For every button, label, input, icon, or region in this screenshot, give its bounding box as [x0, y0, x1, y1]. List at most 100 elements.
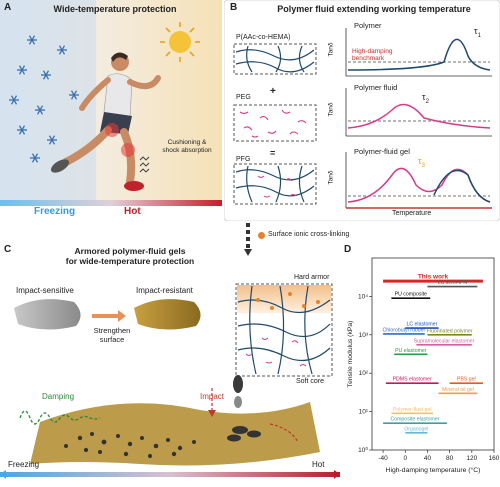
network-box-1 — [233, 43, 317, 75]
plus-sign: + — [270, 86, 276, 97]
crosslink-arrow — [244, 223, 252, 257]
range-label: This work — [418, 274, 449, 281]
material-1-label: P(AAc-co-HEMA) — [236, 34, 291, 41]
range-label: Mineral oil gel — [442, 387, 474, 393]
hard-armor-label: Hard armor — [294, 274, 330, 281]
panel-a-illustration — [0, 0, 222, 206]
material-3-label: PFG — [236, 156, 251, 163]
x-tick-label: 160 — [489, 455, 500, 462]
damping-wave — [19, 410, 101, 425]
panel-b-title: Polymer fluid extending working temperat… — [277, 4, 471, 14]
panel-c-title: Armored polymer-fluid gels for wide-temp… — [40, 246, 220, 266]
panel-c-title-line2: for wide-temperature protection — [65, 256, 195, 266]
panel-b: B Polymer fluid extending working temper… — [223, 0, 500, 222]
range-label: Chlorobutyl rubber — [383, 327, 426, 333]
vibration-icon — [139, 156, 150, 173]
tau1-sub: 1 — [477, 32, 481, 39]
range-label: PDMS elastomer — [393, 377, 432, 383]
benchmark-line1: High-damping — [352, 48, 393, 55]
polymer-curve — [347, 38, 491, 71]
material-2-label: PEG — [236, 94, 251, 101]
runner-figure — [50, 52, 161, 191]
tau2-symbol: τ — [422, 92, 426, 102]
plot-frame — [371, 257, 495, 451]
tau2-sub: 2 — [425, 98, 429, 105]
gold-pad — [134, 299, 201, 330]
range-label: PBS gel — [457, 377, 476, 383]
x-tick-label: 40 — [424, 455, 432, 462]
x-axis-label: High-damping temperature (°C) — [386, 466, 481, 474]
temperature-bar — [0, 200, 222, 206]
hot-label-a: Hot — [124, 206, 141, 217]
panel-d: D -40 0 40 80 120 160 10⁰ 10¹ 10² 10³ 10⁴ High-damp… — [344, 242, 500, 487]
soft-core-label: Soft core — [296, 378, 325, 385]
y-tick-label: 10⁴ — [358, 293, 368, 300]
range-label: Composite elastomer — [390, 417, 439, 423]
row3-title: Polymer-fluid gel — [354, 147, 410, 156]
range-label: Supramolecular elastomer — [414, 338, 475, 344]
temperature-axis-label: Temperature — [392, 210, 432, 217]
network-box-2 — [233, 104, 317, 142]
strengthen-label: Strengthen surface — [88, 326, 136, 344]
crosslink-dot — [258, 232, 265, 239]
impact-label: Impact — [200, 392, 225, 401]
snowflake-icons — [9, 35, 79, 163]
panel-b-label: B — [230, 2, 238, 13]
sun-icon — [160, 22, 200, 62]
panel-a-label: A — [4, 2, 12, 13]
damping-label: Damping — [42, 392, 75, 401]
tau2-label: τ2 — [422, 92, 429, 105]
range-label: Fluorinated polymer — [427, 328, 473, 334]
tau1-symbol: τ — [474, 26, 478, 36]
row1-title: Polymer — [354, 21, 382, 30]
impact-sensitive-label: Impact-sensitive — [16, 286, 74, 295]
freezing-label-a: Freezing — [34, 206, 76, 217]
y-tick-label: 10⁰ — [358, 446, 368, 454]
cushioning-line1: Cushioning & — [167, 139, 207, 146]
cushioning-label: Cushioning & shock absorption — [150, 139, 224, 155]
range-label: LC semi-IPN — [438, 280, 468, 286]
y-tick-label: 10² — [359, 370, 369, 377]
range-label: Polymer-fluid gel — [393, 407, 432, 413]
modulus-chart: -40 0 40 80 120 160 10⁰ 10¹ 10² 10³ 10⁴ High-dampin… — [347, 257, 500, 474]
range-label: PU composite — [395, 292, 427, 298]
temperature-bar-c — [0, 472, 340, 477]
x-tick-label: 0 — [403, 455, 407, 462]
panel-a-title: Wide-temperature protection — [53, 4, 177, 14]
tan-delta-label-2: Tanδ — [327, 102, 335, 117]
tau3-symbol: τ — [418, 156, 422, 166]
tau3-sub: 3 — [421, 162, 425, 169]
benchmark-label: High-damping benchmark — [352, 48, 392, 62]
range-label: PU elastomer — [395, 348, 427, 354]
panel-c-label: C — [4, 244, 12, 255]
cushioning-line2: shock absorption — [162, 147, 212, 154]
tau1-label: τ1 — [474, 26, 481, 39]
panel-d-label: D — [344, 244, 352, 255]
panel-c: C Armored polymer-fluid gels for wide-te… — [0, 242, 340, 487]
y-tick-label: 10³ — [359, 332, 369, 339]
panel-a: A Wide-temperature protection Cushioning… — [0, 0, 222, 221]
y-axis-label: Tensile modulus (kPa) — [347, 321, 354, 388]
gel-sheet — [30, 402, 320, 466]
hot-label-c: Hot — [312, 460, 325, 469]
panel-c-title-line1: Armored polymer-fluid gels — [74, 246, 186, 256]
x-tick-label: -40 — [378, 455, 388, 462]
freezing-label-c: Freezing — [8, 460, 40, 469]
crosslink-label: Surface ionic cross-linking — [268, 231, 350, 238]
tan-delta-label-3: Tanδ — [327, 170, 335, 185]
strengthen-line2: surface — [99, 335, 125, 344]
benchmark-line2: benchmark — [352, 55, 385, 62]
panel-c-illustration — [0, 283, 340, 479]
fluid-curve — [347, 103, 491, 129]
equals-sign: = — [270, 148, 276, 158]
range-label: Organogel — [404, 426, 428, 432]
y-tick-label: 10¹ — [359, 409, 369, 416]
range-label: LC elastomer — [406, 322, 437, 328]
strengthen-arrow — [92, 310, 126, 322]
impact-resistant-label: Impact-resistant — [136, 286, 193, 295]
row2-title: Polymer fluid — [354, 83, 398, 92]
particles — [64, 426, 261, 458]
silver-pad — [14, 299, 81, 330]
impactor — [233, 375, 243, 408]
tan-delta-label-1: Tanδ — [327, 42, 335, 57]
